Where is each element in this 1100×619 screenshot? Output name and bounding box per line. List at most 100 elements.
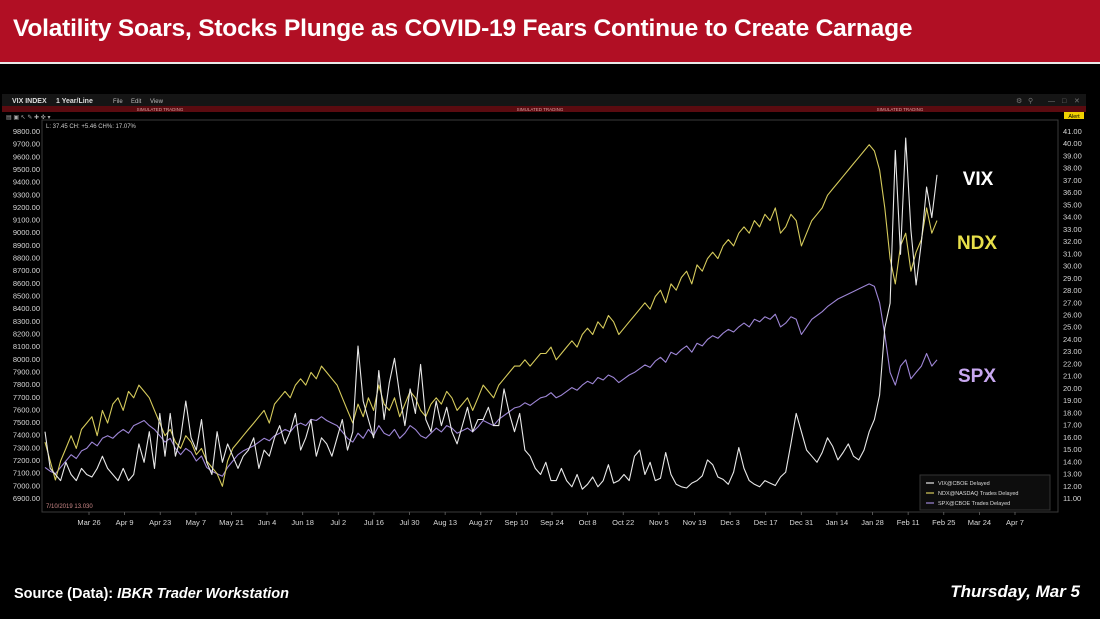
x-axis-tick: May 7 [186, 518, 206, 527]
series-layer [44, 137, 938, 490]
left-axis-tick: 8300.00 [13, 317, 40, 326]
right-axis-tick: 16.00 [1063, 433, 1082, 442]
page-title: Volatility Soars, Stocks Plunge as COVID… [13, 15, 913, 42]
x-axis: Mar 26 Apr 9 Apr 23 May 7 May 21 Jun 4 Jun 18 J… [77, 512, 1024, 527]
right-axis-tick: 40.00 [1063, 139, 1082, 148]
x-axis-tick: Sep 10 [504, 518, 528, 527]
symbol-selector[interactable]: VIX INDEX [12, 98, 47, 105]
x-axis-tick: Aug 27 [469, 518, 493, 527]
legend-spx: SPX@CBOE Trades Delayed [938, 501, 1010, 507]
left-axis-tick: 8600.00 [13, 279, 40, 288]
simulated-trading-label: SIMULATED TRADING [517, 107, 564, 112]
right-axis-tick: 33.00 [1063, 225, 1082, 234]
x-axis-tick: Apr 9 [116, 518, 134, 527]
menu-view[interactable]: View [150, 99, 164, 105]
x-axis-tick: Jun 4 [258, 518, 276, 527]
left-axis-tick: 9000.00 [13, 228, 40, 237]
plot-frame [41, 119, 1059, 513]
simulated-trading-label: SIMULATED TRADING [137, 107, 184, 112]
right-axis-tick: 20.00 [1063, 384, 1082, 393]
left-axis: 6900.00 7000.00 7100.00 7200.00 7300.00 7400.… [13, 127, 40, 503]
close-icon[interactable]: ✕ [1074, 98, 1080, 105]
left-axis-tick: 7200.00 [13, 456, 40, 465]
menu-file[interactable]: File [113, 99, 123, 105]
right-axis-tick: 41.00 [1063, 127, 1082, 136]
left-axis-tick: 7600.00 [13, 405, 40, 414]
right-axis-tick: 36.00 [1063, 188, 1082, 197]
x-axis-tick: Dec 17 [754, 518, 778, 527]
source-note: Source (Data): IBKR Trader Workstation [14, 586, 289, 602]
right-axis-tick: 18.00 [1063, 408, 1082, 417]
left-axis-tick: 8200.00 [13, 329, 40, 338]
alert-button-label: Alert [1068, 114, 1080, 120]
x-axis-tick: Jan 28 [861, 518, 884, 527]
right-axis-tick: 17.00 [1063, 421, 1082, 430]
right-axis-tick: 39.00 [1063, 151, 1082, 160]
right-axis-tick: 35.00 [1063, 200, 1082, 209]
left-axis-tick: 8100.00 [13, 342, 40, 351]
left-axis-tick: 6900.00 [13, 494, 40, 503]
x-axis-tick: Jan 14 [826, 518, 849, 527]
x-axis-tick: Dec 31 [789, 518, 813, 527]
right-axis-tick: 14.00 [1063, 457, 1082, 466]
link-icon[interactable]: ⚲ [1028, 97, 1033, 105]
right-axis-tick: 22.00 [1063, 359, 1082, 368]
title-banner: Volatility Soars, Stocks Plunge as COVID… [0, 0, 1100, 64]
left-axis-tick: 7300.00 [13, 443, 40, 452]
right-axis-tick: 12.00 [1063, 482, 1082, 491]
right-axis-tick: 34.00 [1063, 213, 1082, 222]
x-axis-tick: May 21 [219, 518, 244, 527]
x-axis-tick: Feb 25 [932, 518, 955, 527]
left-axis-tick: 9100.00 [13, 216, 40, 225]
date-label: Thursday, Mar 5 [950, 582, 1080, 601]
settings-icon[interactable]: ⚙ [1016, 97, 1022, 105]
right-axis-tick: 28.00 [1063, 286, 1082, 295]
drawing-tools-icon[interactable]: ▤ ▣ ↖ ✎ ✚ ✜ ▾ [6, 114, 50, 121]
chart-panel: VIX INDEX 1 Year/Line File Edit View ⚙ ⚲… [0, 92, 1100, 540]
right-axis-tick: 11.00 [1063, 494, 1081, 503]
x-axis-tick: Mar 26 [77, 518, 100, 527]
right-axis-tick: 27.00 [1063, 298, 1082, 307]
line-chart: VIX INDEX 1 Year/Line File Edit View ⚙ ⚲… [2, 94, 1086, 527]
left-axis-tick: 9800.00 [13, 127, 40, 136]
left-axis-tick: 8800.00 [13, 254, 40, 263]
alert-button[interactable] [1064, 112, 1084, 119]
legend-ndx: NDX@NASDAQ Trades Delayed [938, 491, 1018, 497]
left-axis-tick: 9700.00 [13, 140, 40, 149]
start-value-label: 7/10/2019 13.030 [46, 504, 93, 510]
menu-edit[interactable]: Edit [131, 99, 142, 105]
left-axis-tick: 8000.00 [13, 355, 40, 364]
x-axis-tick: Apr 23 [149, 518, 171, 527]
left-axis-tick: 8700.00 [13, 266, 40, 275]
legend-vix: VIX@CBOE Delayed [938, 481, 990, 487]
x-axis-tick: Mar 24 [968, 518, 991, 527]
minimize-icon[interactable]: — [1048, 98, 1055, 105]
x-axis-tick: Apr 7 [1006, 518, 1024, 527]
x-axis-tick: Aug 13 [433, 518, 457, 527]
left-axis-tick: 9600.00 [13, 152, 40, 161]
left-axis-tick: 7500.00 [13, 418, 40, 427]
x-axis-tick: Dec 3 [720, 518, 740, 527]
left-axis-tick: 8900.00 [13, 241, 40, 250]
right-axis-tick: 29.00 [1063, 274, 1082, 283]
legend-box [919, 474, 1051, 511]
x-axis-tick: Jul 16 [364, 518, 384, 527]
x-axis-tick: Sep 24 [540, 518, 564, 527]
series-label-ndx: NDX [957, 233, 997, 254]
left-axis-tick: 7700.00 [13, 393, 40, 402]
left-axis-tick: 8500.00 [13, 292, 40, 301]
right-axis-tick: 24.00 [1063, 335, 1082, 344]
series-line-ndx [44, 144, 938, 487]
price-readout: L: 37.45 CH: +5.46 CH%: 17.07% [46, 124, 137, 130]
maximize-icon[interactable]: □ [1062, 98, 1067, 105]
right-axis-tick: 15.00 [1063, 445, 1082, 454]
period-selector[interactable]: 1 Year/Line [56, 98, 93, 105]
right-axis-tick: 38.00 [1063, 164, 1082, 173]
left-axis-tick: 7800.00 [13, 380, 40, 389]
right-axis: 11.00 12.00 13.00 14.00 15.00 16.00 17.00 18.00… [1063, 127, 1082, 503]
source-value: IBKR Trader Workstation [117, 586, 290, 602]
right-axis-tick: 30.00 [1063, 262, 1082, 271]
right-axis-tick: 23.00 [1063, 347, 1082, 356]
x-axis-tick: Nov 5 [649, 518, 669, 527]
left-axis-tick: 9500.00 [13, 165, 40, 174]
